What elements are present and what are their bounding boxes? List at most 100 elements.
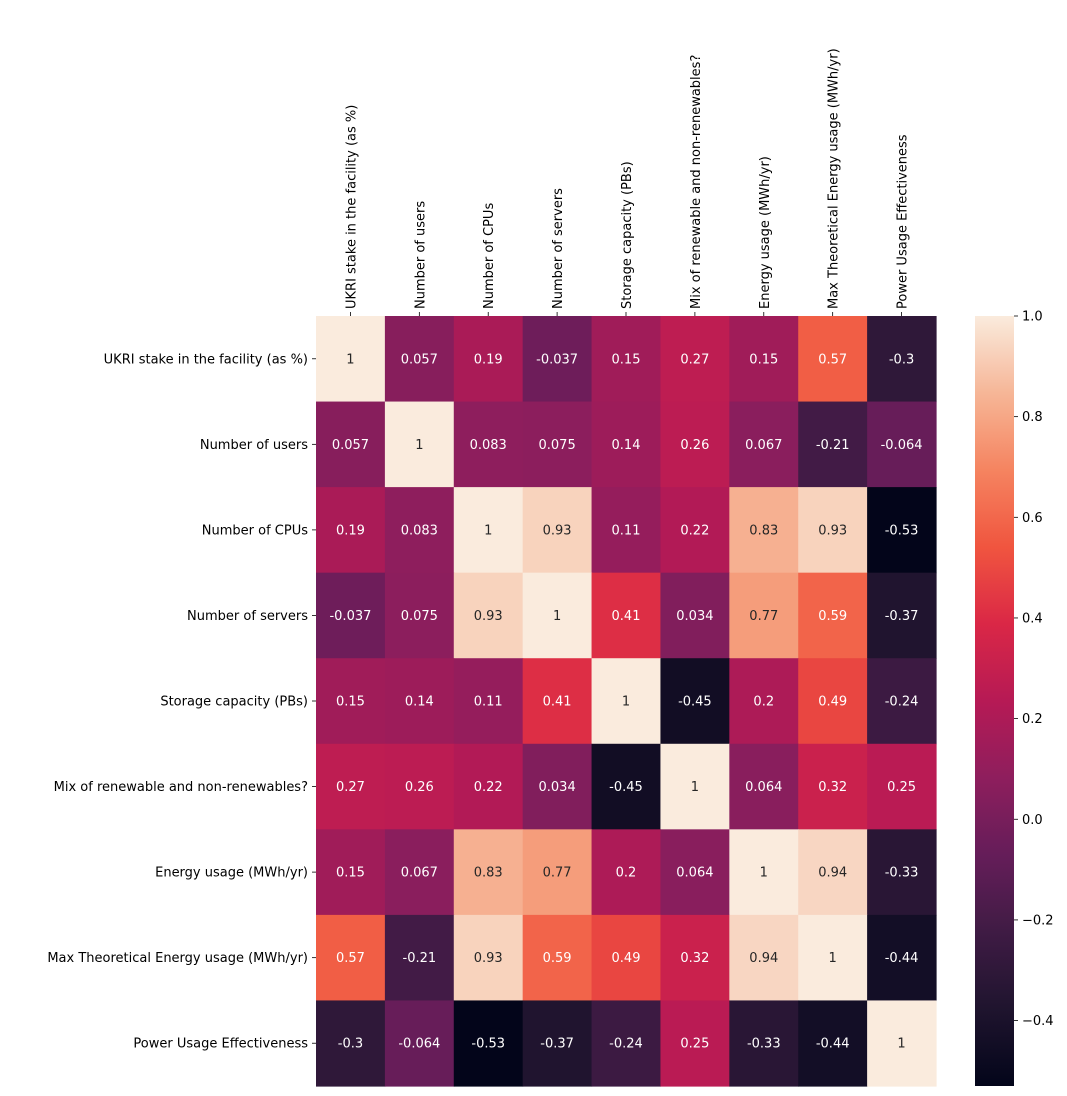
cell-annotation: 0.25 (887, 780, 916, 795)
heatmap-cell (316, 914, 386, 1002)
heatmap-cell (453, 572, 524, 659)
heatmap-cell (384, 401, 455, 488)
heatmap-cell (867, 1000, 937, 1087)
heatmap-cell (591, 658, 662, 745)
cell-annotation: 0.2 (616, 866, 637, 881)
heatmap-cell (591, 914, 662, 1002)
cell-annotation: 0.19 (474, 352, 503, 367)
heatmap-cell (384, 914, 455, 1002)
heatmap-cells (316, 316, 937, 1087)
cell-annotation: 0.067 (745, 438, 782, 453)
heatmap-cell (798, 316, 868, 403)
cell-annotation: 0.11 (612, 523, 641, 538)
cell-annotation: 1 (897, 1037, 905, 1052)
x-axis-ticks: UKRI stake in the facility (as %) Number … (344, 48, 911, 316)
cell-annotation: 0.41 (612, 609, 641, 624)
colorbar-tick-label: −0.4 (1022, 1014, 1054, 1029)
cell-annotation: 0.83 (474, 866, 503, 881)
cell-annotation: 1 (553, 609, 561, 624)
x-tick-label: Number of users (413, 201, 428, 309)
heatmap-cell (591, 487, 662, 574)
y-tick-label: Max Theoretical Energy usage (MWh/yr) (47, 951, 308, 966)
heatmap-cell (660, 914, 730, 1002)
y-tick-label: Number of servers (187, 609, 308, 624)
cell-annotation: 0.77 (749, 609, 778, 624)
y-tick-label: Number of CPUs (202, 523, 308, 538)
heatmap-cell (660, 401, 730, 488)
x-tick-label: Mix of renewable and non-renewables? (689, 55, 704, 309)
cell-annotation: -0.21 (403, 951, 437, 966)
x-tick-label: Max Theoretical Energy usage (MWh/yr) (827, 48, 842, 309)
heatmap-cell (591, 829, 662, 916)
cell-annotation: -0.37 (540, 1037, 574, 1052)
colorbar-tick-label: 0.8 (1022, 410, 1043, 425)
y-tick-label: Power Usage Effectiveness (133, 1037, 308, 1052)
heatmap-cell (729, 914, 799, 1002)
heatmap-cell (453, 316, 524, 403)
x-tick-label: Number of CPUs (482, 203, 497, 309)
cell-annotation: -0.53 (885, 523, 919, 538)
heatmap-cell (522, 572, 593, 659)
cell-annotation: -0.33 (747, 1037, 781, 1052)
cell-annotations: 1 0.057 0.19 -0.037 0.15 0.27 0.15 0.57 -0.3 0.05… (329, 352, 922, 1051)
heatmap-cell (798, 487, 868, 574)
heatmap-cell (798, 829, 868, 916)
cell-annotation: 0.057 (401, 352, 438, 367)
heatmap-cell (729, 487, 799, 574)
cell-annotation: 0.25 (680, 1037, 709, 1052)
cell-annotation: 0.22 (474, 780, 503, 795)
heatmap-cell (453, 401, 524, 488)
heatmap-cell (867, 658, 937, 745)
heatmap-cell (660, 743, 730, 830)
cell-annotation: 0.93 (543, 523, 572, 538)
cell-annotation: 0.83 (749, 523, 778, 538)
cell-annotation: 0.14 (405, 695, 434, 710)
cell-annotation: 0.11 (474, 695, 503, 710)
cell-annotation: -0.53 (471, 1037, 505, 1052)
heatmap-cell (316, 743, 386, 830)
cell-annotation: 0.93 (818, 523, 847, 538)
heatmap-cell (729, 743, 799, 830)
y-axis-ticks: UKRI stake in the facility (as %) Number … (47, 352, 316, 1052)
cell-annotation: 0.94 (818, 866, 847, 881)
heatmap-cell (453, 1000, 524, 1087)
cell-annotation: 0.083 (470, 438, 507, 453)
heatmap-cell (316, 401, 386, 488)
heatmap-cell (798, 658, 868, 745)
cell-annotation: -0.45 (609, 780, 643, 795)
colorbar-tick-label: −0.2 (1022, 913, 1054, 928)
heatmap-cell (729, 572, 799, 659)
heatmap-cell (660, 658, 730, 745)
cell-annotation: 0.57 (818, 352, 847, 367)
cell-annotation: 1 (829, 951, 837, 966)
heatmap-cell (867, 487, 937, 574)
cell-annotation: 0.94 (749, 951, 778, 966)
heatmap-cell (453, 487, 524, 574)
cell-annotation: 0.075 (539, 438, 576, 453)
cell-annotation: 0.27 (680, 352, 709, 367)
cell-annotation: 0.26 (405, 780, 434, 795)
heatmap-cell (798, 914, 868, 1002)
x-tick-label: Number of servers (551, 188, 566, 309)
cell-annotation: -0.24 (885, 695, 919, 710)
heatmap-cell (316, 829, 386, 916)
cell-annotation: 0.22 (680, 523, 709, 538)
cell-annotation: 0.15 (336, 866, 365, 881)
cell-annotation: 0.075 (401, 609, 438, 624)
y-tick-label: UKRI stake in the facility (as %) (104, 352, 308, 367)
cell-annotation: 0.15 (336, 695, 365, 710)
heatmap-cell (453, 914, 524, 1002)
cell-annotation: -0.037 (329, 609, 371, 624)
cell-annotation: -0.24 (609, 1037, 643, 1052)
cell-annotation: 0.034 (676, 609, 713, 624)
cell-annotation: -0.45 (678, 695, 712, 710)
heatmap-cell (591, 401, 662, 488)
cell-annotation: 0.32 (818, 780, 847, 795)
heatmap-cell (316, 658, 386, 745)
heatmap-cell (384, 743, 455, 830)
cell-annotation: 0.93 (474, 951, 503, 966)
y-tick-label: Number of users (200, 438, 308, 453)
colorbar-gradient (975, 316, 1014, 1086)
cell-annotation: 0.59 (543, 951, 572, 966)
